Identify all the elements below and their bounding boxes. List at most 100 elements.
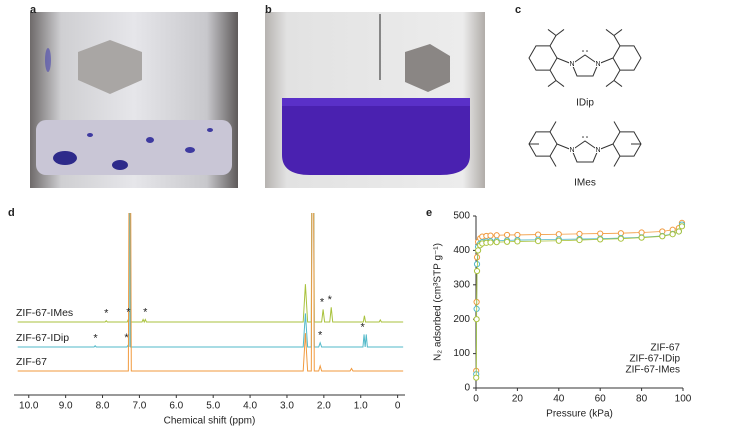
lone-pair [586, 136, 588, 138]
annotation: * [360, 321, 365, 333]
spectrum [17, 213, 404, 372]
annotation: * [104, 308, 109, 320]
x-tick-label: 0 [473, 394, 479, 405]
panel-label: a [30, 4, 37, 16]
y-tick-label: 500 [453, 211, 470, 222]
bond [605, 80, 615, 87]
data-point [493, 239, 500, 246]
data-point [473, 316, 480, 323]
structure-label: IDip [576, 98, 594, 109]
atom: N [569, 147, 574, 154]
photo-b [265, 12, 485, 188]
x-tick-label: 8.0 [96, 401, 110, 412]
x-tick-label: 20 [512, 394, 524, 405]
ring [612, 45, 642, 71]
legend-label: ZIF-67 [651, 343, 681, 354]
ring [571, 54, 599, 77]
data-point [503, 238, 511, 245]
data-point [473, 374, 480, 381]
bond [555, 29, 565, 36]
data-point [576, 236, 583, 244]
x-axis-label: Chemical shift (ppm) [164, 416, 256, 427]
data-point [535, 238, 542, 245]
x-tick-label: 100 [675, 394, 692, 405]
bond [549, 35, 557, 47]
atom: N [569, 61, 574, 68]
bond [556, 143, 573, 151]
annotation: * [328, 294, 333, 306]
data-point [659, 233, 666, 240]
data-point [675, 228, 682, 235]
ring [528, 45, 558, 71]
data-point [617, 235, 625, 242]
data-point [638, 234, 645, 241]
y-axis-label: N₂ adsorbed (cm³STP g⁻¹) [433, 243, 444, 361]
y-tick-label: 400 [453, 245, 470, 256]
annotation: * [126, 306, 131, 318]
annotation: * [93, 333, 98, 345]
bond [547, 29, 557, 36]
atom: N [595, 147, 600, 154]
x-tick-label: 4.0 [243, 401, 257, 412]
photo-a [30, 12, 238, 188]
atom: N [595, 61, 600, 68]
bond [613, 121, 621, 133]
data-point [555, 231, 562, 238]
panel-label: b [265, 4, 272, 16]
structure-label: IMes [574, 178, 596, 189]
lone-pair [586, 50, 588, 52]
lone-pair [582, 50, 584, 52]
data-point [514, 238, 521, 245]
panel-label: d [8, 207, 15, 219]
bond [613, 155, 621, 167]
x-tick-label: 7.0 [132, 401, 146, 412]
lone-pair [582, 136, 584, 138]
bond [613, 69, 621, 81]
data-point [535, 231, 542, 238]
x-tick-label: 6.0 [169, 401, 183, 412]
data-point [474, 247, 482, 254]
data-point [669, 231, 676, 238]
bond [555, 80, 565, 87]
bond [597, 143, 614, 151]
data-point [555, 237, 562, 244]
bond [597, 57, 614, 65]
x-tick-label: 1.0 [354, 401, 368, 412]
x-tick-label: 2.0 [317, 401, 331, 412]
data-point [487, 239, 494, 246]
data-point [597, 230, 604, 237]
bond [549, 155, 557, 167]
x-axis-label: Pressure (kPa) [546, 409, 613, 420]
bond [549, 121, 557, 133]
x-tick-label: 0 [395, 401, 401, 412]
data-point [503, 231, 511, 239]
series-label: ZIF-67 [16, 356, 47, 368]
annotation: * [124, 332, 129, 344]
bond [547, 80, 557, 87]
bond [605, 29, 615, 36]
data-point [473, 267, 481, 275]
legend-label: ZIF-67-IDip [629, 354, 680, 365]
annotation: * [318, 330, 323, 342]
x-tick-label: 80 [636, 394, 648, 405]
bond [613, 80, 623, 87]
panel-label: e [426, 207, 432, 219]
x-tick-label: 5.0 [206, 401, 220, 412]
bond [613, 35, 621, 47]
data-point [487, 232, 494, 239]
annotation: * [143, 306, 148, 318]
y-tick-label: 300 [453, 279, 470, 290]
data-point [514, 231, 521, 239]
data-point [493, 232, 500, 239]
bond [556, 57, 573, 65]
legend-label: ZIF-67-IMes [626, 365, 680, 376]
y-tick-label: 200 [453, 314, 470, 325]
spectra [17, 213, 404, 372]
bond [613, 29, 623, 36]
series-label: ZIF-67-IMes [16, 307, 73, 319]
x-tick-label: 9.0 [59, 401, 73, 412]
panel-label: c [515, 4, 521, 16]
series-label: ZIF-67-IDip [16, 332, 69, 344]
ring [571, 140, 599, 163]
